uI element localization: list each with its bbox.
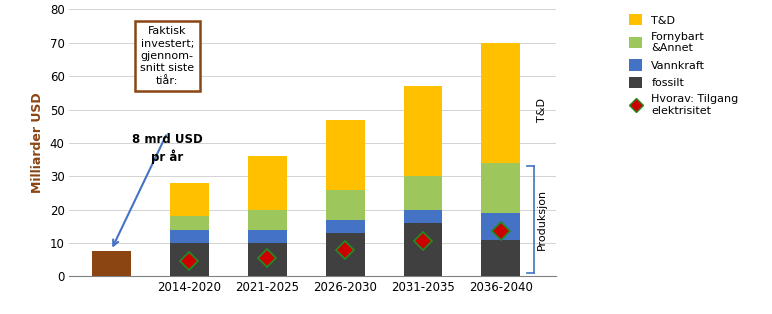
Bar: [170, 216, 208, 230]
Bar: [170, 243, 208, 276]
Bar: [404, 223, 442, 276]
Bar: [170, 230, 208, 243]
Text: Produksjon: Produksjon: [537, 189, 547, 250]
Bar: [482, 43, 520, 163]
Bar: [404, 86, 442, 176]
Bar: [170, 183, 208, 216]
Bar: [404, 210, 442, 223]
Bar: [248, 156, 286, 210]
Bar: [326, 233, 364, 276]
Bar: [326, 190, 364, 219]
Bar: [248, 230, 286, 243]
Y-axis label: Milliarder USD: Milliarder USD: [31, 93, 44, 193]
Bar: [248, 243, 286, 276]
Text: 8 mrd USD
pr år: 8 mrd USD pr år: [132, 133, 202, 164]
Bar: [92, 251, 130, 276]
Bar: [248, 210, 286, 230]
Bar: [482, 213, 520, 240]
Legend: T&D, Fornybart
&Annet, Vannkraft, fossilt, Hvorav: Tilgang
elektrisitet: T&D, Fornybart &Annet, Vannkraft, fossil…: [625, 10, 743, 121]
Bar: [482, 163, 520, 213]
Bar: [404, 176, 442, 210]
Text: T&D: T&D: [537, 98, 547, 122]
Bar: [326, 219, 364, 233]
Text: Faktisk
investert;
gjennom-
snitt siste
tiår:: Faktisk investert; gjennom- snitt siste …: [141, 26, 195, 86]
Bar: [326, 120, 364, 190]
Bar: [482, 240, 520, 276]
